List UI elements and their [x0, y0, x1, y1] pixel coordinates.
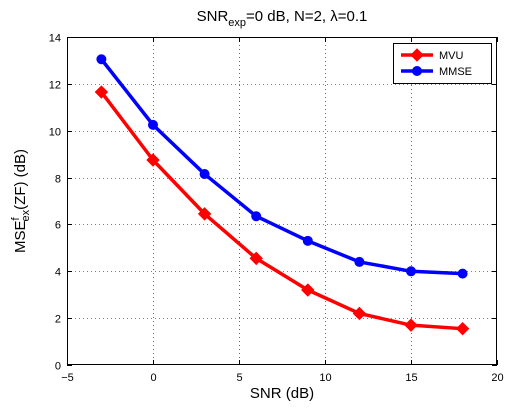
- y-tick-label: 10: [49, 127, 61, 139]
- data-point-mvu: [404, 318, 418, 332]
- title-rest: =0 dB, N=2, λ=0.1: [246, 8, 367, 25]
- title-subscript: exp: [228, 17, 246, 29]
- x-tick-label: 20: [491, 372, 503, 384]
- ylabel-base: MSE: [12, 221, 29, 254]
- data-point-mvu: [94, 85, 109, 99]
- data-point-mmse: [96, 54, 107, 65]
- x-tick-label: −5: [61, 372, 74, 384]
- data-point-mmse: [251, 211, 262, 222]
- y-tick-label: 14: [49, 33, 61, 45]
- y-axis-label: MSEfex(ZF) (dB): [10, 149, 32, 253]
- y-tick-label: 2: [55, 314, 61, 326]
- series-line-mmse: [100, 58, 463, 276]
- data-point-mvu: [249, 251, 263, 266]
- legend: MVU MMSE: [393, 43, 492, 84]
- legend-item-mmse: MMSE: [401, 66, 472, 78]
- data-point-mmse: [199, 169, 210, 180]
- chart-title: SNRexp=0 dB, N=2, λ=0.1: [197, 8, 368, 29]
- data-point-mvu: [197, 207, 212, 221]
- ylabel-superscript: f: [10, 217, 22, 221]
- plot-frame: [67, 37, 497, 365]
- legend-swatch-marker: [412, 66, 422, 76]
- legend-item-mvu: MVU: [401, 48, 464, 62]
- data-point-mvu: [301, 283, 315, 297]
- data-point-mmse: [148, 119, 158, 130]
- plot-area: [67, 37, 497, 365]
- legend-label: MVU: [439, 50, 464, 62]
- ylabel-subscript: ex: [20, 209, 32, 221]
- data-point-mvu: [455, 321, 470, 336]
- y-tick-label: 6: [55, 220, 61, 232]
- data-point-mmse: [354, 256, 365, 267]
- y-tick-label: 4: [55, 267, 61, 279]
- data-point-mvu: [146, 153, 160, 167]
- legend-label: MMSE: [439, 66, 472, 78]
- series-mvu: [94, 85, 470, 336]
- y-tick-label: 0: [55, 361, 61, 373]
- y-tick-label: 12: [49, 80, 61, 92]
- data-point-mmse: [302, 235, 313, 246]
- data-point-mmse: [457, 268, 468, 279]
- legend-swatch-marker: [410, 48, 424, 62]
- title-base: SNR: [197, 8, 229, 25]
- x-tick-label: 0: [150, 372, 156, 384]
- y-tick-label: 8: [55, 174, 61, 186]
- x-tick-label: 10: [319, 372, 331, 384]
- series-line-mvu: [100, 91, 463, 331]
- series-layer: [94, 54, 470, 336]
- ylabel-rest: (ZF) (dB): [12, 149, 29, 210]
- x-tick-label: 15: [405, 372, 417, 384]
- series-mmse: [96, 54, 468, 279]
- x-tick-label: 5: [236, 372, 242, 384]
- legend-box: [393, 43, 492, 84]
- data-point-mvu: [352, 306, 367, 321]
- x-axis-label: SNR (dB): [250, 385, 314, 402]
- data-point-mmse: [406, 266, 416, 277]
